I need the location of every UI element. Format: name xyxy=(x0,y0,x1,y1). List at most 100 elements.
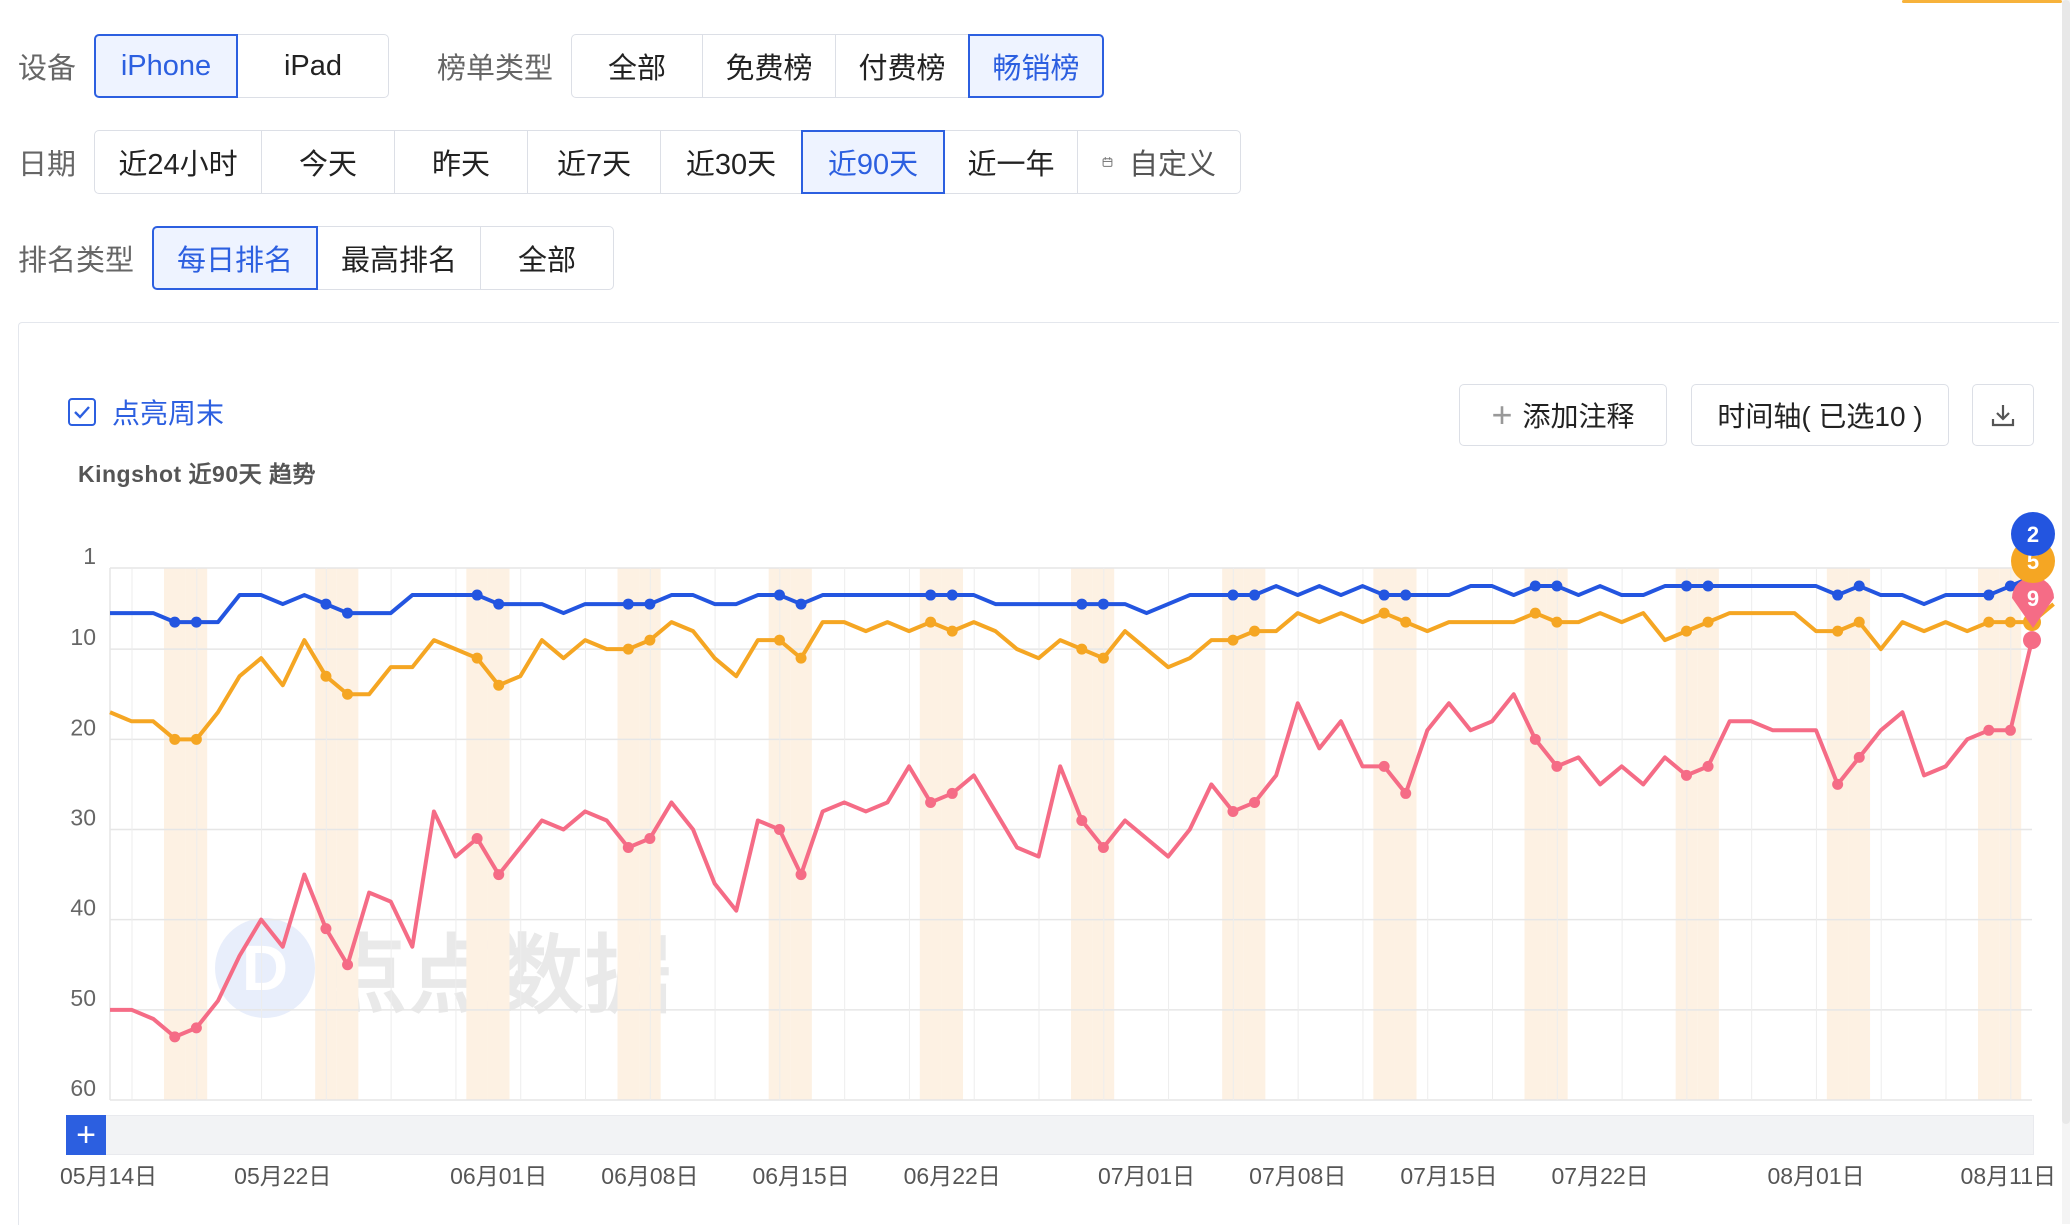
series-point-2[interactable] xyxy=(190,1022,202,1034)
series-point-1[interactable] xyxy=(1702,616,1714,628)
navigator-expand-button[interactable]: + xyxy=(66,1115,106,1155)
series-point-2[interactable] xyxy=(1076,814,1088,826)
series-point-2[interactable] xyxy=(1551,760,1563,772)
series-end-point-2[interactable] xyxy=(2023,631,2041,650)
series-point-2[interactable] xyxy=(2004,724,2016,736)
date-option-30d[interactable]: 近30天 xyxy=(660,130,803,194)
series-point-2[interactable] xyxy=(1702,760,1714,772)
series-point-0[interactable] xyxy=(1097,598,1109,610)
series-point-1[interactable] xyxy=(342,688,354,700)
date-option-yesterday[interactable]: 昨天 xyxy=(394,130,529,194)
series-point-2[interactable] xyxy=(1400,787,1412,799)
chart-type-option-paid[interactable]: 付费榜 xyxy=(835,34,970,98)
add-note-button[interactable]: + 添加注释 xyxy=(1459,384,1667,446)
series-point-1[interactable] xyxy=(1680,625,1692,637)
device-option-iphone[interactable]: iPhone xyxy=(94,34,239,98)
series-point-1[interactable] xyxy=(1832,625,1844,637)
series-point-1[interactable] xyxy=(622,643,634,655)
series-point-0[interactable] xyxy=(1680,580,1692,592)
weekend-checkbox[interactable] xyxy=(68,398,96,426)
chart-type-option-all[interactable]: 全部 xyxy=(571,34,704,98)
series-point-1[interactable] xyxy=(493,679,505,691)
date-option-24h[interactable]: 近24小时 xyxy=(94,130,263,194)
series-point-0[interactable] xyxy=(493,598,505,610)
series-point-0[interactable] xyxy=(2004,580,2016,592)
series-point-2[interactable] xyxy=(320,923,332,935)
series-point-2[interactable] xyxy=(1832,778,1844,790)
series-point-1[interactable] xyxy=(795,652,807,664)
series-point-2[interactable] xyxy=(773,823,785,835)
series-point-1[interactable] xyxy=(1529,607,1541,619)
series-point-1[interactable] xyxy=(1853,616,1865,628)
series-point-0[interactable] xyxy=(1529,580,1541,592)
series-point-2[interactable] xyxy=(1983,724,1995,736)
series-point-2[interactable] xyxy=(1097,842,1109,854)
series-point-1[interactable] xyxy=(169,733,181,745)
chart-type-option-free[interactable]: 免费榜 xyxy=(702,34,837,98)
rank-type-option-highest[interactable]: 最高排名 xyxy=(317,226,482,290)
series-point-2[interactable] xyxy=(1853,751,1865,763)
series-point-1[interactable] xyxy=(1249,625,1261,637)
scrollbar-thumb[interactable] xyxy=(2062,0,2070,1124)
series-point-2[interactable] xyxy=(342,959,354,971)
series-point-0[interactable] xyxy=(1227,589,1239,601)
series-point-0[interactable] xyxy=(622,598,634,610)
series-point-1[interactable] xyxy=(1227,634,1239,646)
series-point-2[interactable] xyxy=(1680,769,1692,781)
series-point-0[interactable] xyxy=(946,589,958,601)
series-point-1[interactable] xyxy=(773,634,785,646)
date-option-7d[interactable]: 近7天 xyxy=(527,130,662,194)
date-option-today[interactable]: 今天 xyxy=(261,130,396,194)
date-option-custom[interactable]: 自定义 xyxy=(1077,130,1242,194)
series-point-1[interactable] xyxy=(320,670,332,682)
series-point-0[interactable] xyxy=(644,598,656,610)
series-point-1[interactable] xyxy=(190,733,202,745)
series-point-1[interactable] xyxy=(946,625,958,637)
date-option-90d[interactable]: 近90天 xyxy=(801,130,946,194)
series-point-0[interactable] xyxy=(320,598,332,610)
timeline-navigator[interactable] xyxy=(66,1115,2034,1155)
series-point-0[interactable] xyxy=(1853,580,1865,592)
rank-type-option-all[interactable]: 全部 xyxy=(480,226,615,290)
series-point-2[interactable] xyxy=(493,869,505,881)
series-point-2[interactable] xyxy=(622,842,634,854)
download-button[interactable] xyxy=(1972,384,2034,446)
series-point-1[interactable] xyxy=(925,616,937,628)
series-point-1[interactable] xyxy=(1983,616,1995,628)
series-point-1[interactable] xyxy=(1551,616,1563,628)
series-point-0[interactable] xyxy=(1400,589,1412,601)
date-option-1y[interactable]: 近一年 xyxy=(944,130,1079,194)
series-point-1[interactable] xyxy=(644,634,656,646)
series-point-2[interactable] xyxy=(644,833,656,845)
series-point-0[interactable] xyxy=(342,607,354,619)
series-point-0[interactable] xyxy=(1378,589,1390,601)
series-point-1[interactable] xyxy=(471,652,483,664)
series-point-0[interactable] xyxy=(1076,598,1088,610)
device-option-ipad[interactable]: iPad xyxy=(237,34,390,98)
series-point-2[interactable] xyxy=(1249,796,1261,808)
series-point-2[interactable] xyxy=(1529,733,1541,745)
series-point-0[interactable] xyxy=(1832,589,1844,601)
series-point-0[interactable] xyxy=(773,589,785,601)
series-point-2[interactable] xyxy=(169,1031,181,1043)
timeline-button[interactable]: 时间轴( 已选10 ) xyxy=(1691,384,1949,446)
rank-type-option-daily[interactable]: 每日排名 xyxy=(152,226,319,290)
series-point-0[interactable] xyxy=(190,616,202,628)
series-point-0[interactable] xyxy=(1551,580,1563,592)
series-point-2[interactable] xyxy=(946,787,958,799)
series-point-2[interactable] xyxy=(471,833,483,845)
series-point-0[interactable] xyxy=(1983,589,1995,601)
series-point-0[interactable] xyxy=(169,616,181,628)
series-point-2[interactable] xyxy=(925,796,937,808)
series-point-0[interactable] xyxy=(1702,580,1714,592)
series-point-0[interactable] xyxy=(795,598,807,610)
series-point-1[interactable] xyxy=(1378,607,1390,619)
series-point-2[interactable] xyxy=(1378,760,1390,772)
series-point-0[interactable] xyxy=(471,589,483,601)
series-point-1[interactable] xyxy=(2004,616,2016,628)
series-point-1[interactable] xyxy=(1097,652,1109,664)
series-point-2[interactable] xyxy=(1227,805,1239,817)
chart-type-option-grossing[interactable]: 畅销榜 xyxy=(968,34,1105,98)
weekend-highlight-toggle[interactable]: 点亮周末 xyxy=(68,392,224,432)
series-point-0[interactable] xyxy=(925,589,937,601)
